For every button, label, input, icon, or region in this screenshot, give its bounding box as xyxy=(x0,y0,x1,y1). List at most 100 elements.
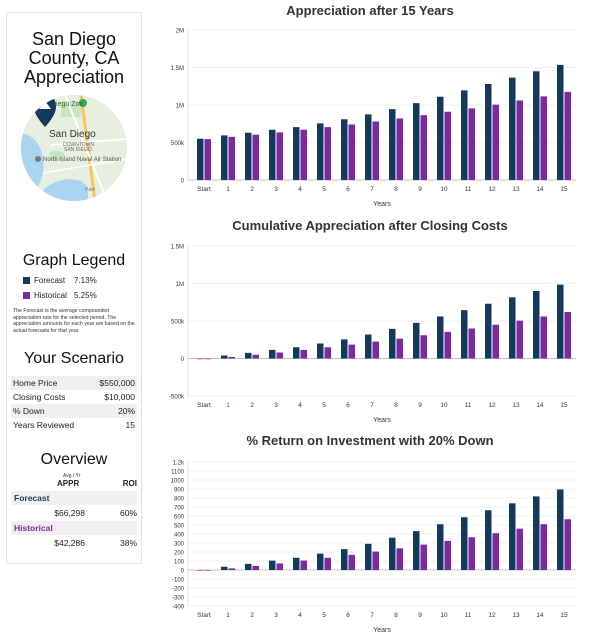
roi-chart: -400 -300 -200 -100 0 100 200 300 400 500 600 700 80… xyxy=(171,461,576,634)
bar-historical xyxy=(396,118,403,180)
x-tick-label: 7 xyxy=(370,402,374,409)
location-map[interactable]: Diego Zoo San Diego DOWNTOWN SAN DIEGO N… xyxy=(21,95,127,201)
overview-col-appr: APPR xyxy=(57,479,80,488)
bar-historical xyxy=(444,331,451,359)
bar-forecast xyxy=(533,496,540,570)
scenario-value: $550,000 xyxy=(99,378,135,388)
bar-forecast xyxy=(485,510,492,570)
bar-historical xyxy=(540,524,547,570)
bar-forecast xyxy=(413,322,420,359)
x-tick-label: 4 xyxy=(298,402,302,409)
scenario-value: $10,000 xyxy=(104,392,135,402)
legend-item-historical: Historical 5.25% xyxy=(23,291,141,300)
bar-forecast xyxy=(269,560,276,570)
bar-forecast xyxy=(197,570,204,571)
x-axis-label: Years xyxy=(373,627,391,634)
bar-forecast xyxy=(509,77,516,180)
legend-rate: 7.13% xyxy=(74,276,97,285)
map-label-sandiego-small: SAN DIEGO xyxy=(64,147,92,153)
y-tick-label: 800 xyxy=(174,497,185,503)
scenario-label: Years Reviewed xyxy=(13,420,75,430)
bar-historical xyxy=(396,338,403,359)
bar-forecast xyxy=(245,132,252,180)
x-tick-label: 11 xyxy=(465,186,472,193)
overview-historical-appr: $42,286 xyxy=(54,538,85,548)
x-tick-label: 14 xyxy=(536,612,544,619)
y-tick-label: 1.5M xyxy=(171,66,184,72)
bar-historical xyxy=(564,519,571,570)
bar-forecast xyxy=(365,543,372,570)
x-tick-label: 3 xyxy=(274,612,278,619)
y-tick-label: 500k xyxy=(171,320,185,326)
x-tick-label: 5 xyxy=(322,612,326,619)
scenario-row: Closing Costs $10,000 xyxy=(11,390,137,404)
x-tick-label: 10 xyxy=(440,612,448,619)
bar-forecast xyxy=(461,90,468,180)
map-label-naval: North Island Naval Air Station xyxy=(43,157,121,163)
bar-forecast xyxy=(221,566,228,570)
x-tick-label: Start xyxy=(197,612,211,619)
x-tick-label: Start xyxy=(197,186,211,193)
x-tick-label: 6 xyxy=(346,402,350,409)
bar-historical xyxy=(204,358,211,360)
x-tick-label: 13 xyxy=(512,612,520,619)
bar-forecast xyxy=(389,537,396,570)
bar-historical xyxy=(516,320,523,359)
bar-forecast xyxy=(317,553,324,570)
bar-forecast xyxy=(341,339,348,359)
x-tick-label: Start xyxy=(197,402,211,409)
scenario-label: Closing Costs xyxy=(13,392,66,402)
legend-label: Historical xyxy=(34,291,67,300)
bar-historical xyxy=(468,328,475,359)
x-tick-label: 14 xyxy=(536,402,544,409)
bar-historical xyxy=(300,349,307,359)
overview-forecast-roi: 60% xyxy=(119,508,137,518)
y-tick-label: -300 xyxy=(172,596,185,602)
y-tick-label: 300 xyxy=(174,542,185,548)
y-tick-label: 200 xyxy=(174,551,185,557)
x-tick-label: 2 xyxy=(250,186,254,193)
x-tick-label: 4 xyxy=(298,612,302,619)
bar-forecast xyxy=(197,358,204,360)
scenario-heading: Your Scenario xyxy=(24,350,124,367)
bar-forecast xyxy=(557,489,564,570)
bar-historical xyxy=(564,91,571,180)
bar-historical xyxy=(540,316,547,359)
bar-forecast xyxy=(485,84,492,180)
y-tick-label: 900 xyxy=(174,488,185,494)
y-tick-label: -100 xyxy=(172,578,185,584)
x-tick-label: 1 xyxy=(226,186,230,193)
bar-forecast xyxy=(269,349,276,359)
bar-forecast xyxy=(269,129,276,180)
overview-historical-roi: 38% xyxy=(119,538,137,548)
bar-historical xyxy=(420,544,427,570)
overview-heading: Overview xyxy=(40,451,108,468)
x-tick-label: 15 xyxy=(560,402,568,409)
bar-forecast xyxy=(437,316,444,359)
bar-forecast xyxy=(557,284,564,359)
overview-forecast-label: Forecast xyxy=(11,491,137,505)
y-tick-label: 2M xyxy=(176,29,184,35)
bar-forecast xyxy=(317,123,324,180)
bar-historical xyxy=(468,108,475,180)
y-tick-label: 500 xyxy=(174,524,185,530)
x-tick-label: 10 xyxy=(440,186,448,193)
bar-historical xyxy=(348,554,355,570)
bar-historical xyxy=(444,540,451,570)
x-tick-label: 13 xyxy=(512,186,520,193)
bar-forecast xyxy=(557,64,564,180)
map-label-park: Park xyxy=(85,187,96,193)
bar-historical xyxy=(276,563,283,570)
scenario-row: Years Reviewed 15 xyxy=(11,418,137,432)
x-tick-label: 3 xyxy=(274,186,278,193)
y-tick-label: 1M xyxy=(176,104,184,110)
scenario-value: 20% xyxy=(117,406,135,416)
y-tick-label: 700 xyxy=(174,506,185,512)
bar-historical xyxy=(516,528,523,570)
bar-historical xyxy=(252,354,259,359)
scenario-label: % Down xyxy=(13,406,45,416)
y-tick-label: 1100 xyxy=(171,470,185,476)
y-tick-label: 1000 xyxy=(171,479,185,485)
